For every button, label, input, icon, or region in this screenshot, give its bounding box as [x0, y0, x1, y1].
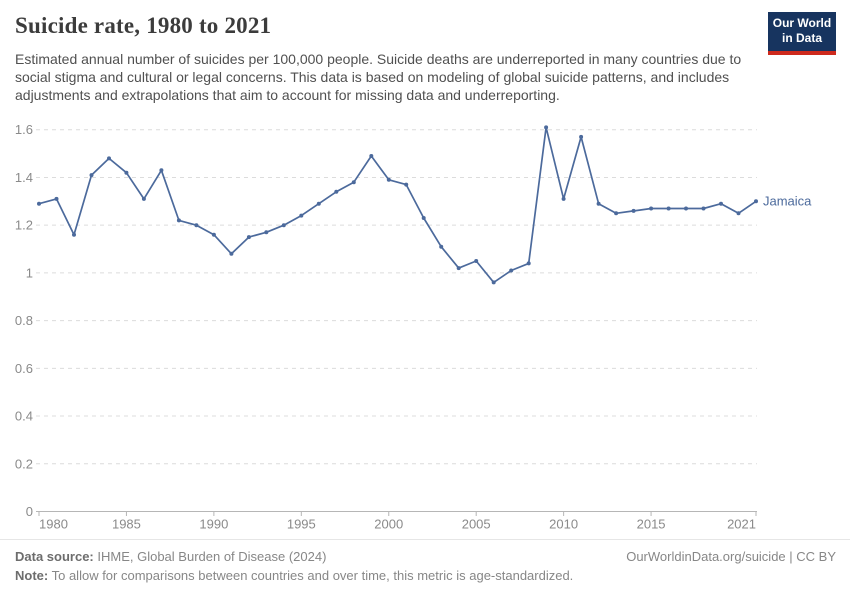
- data-point: [316, 201, 321, 206]
- y-tick-label: 1: [26, 265, 33, 280]
- x-tick-label: 2000: [374, 517, 403, 532]
- note-text: To allow for comparisons between countri…: [51, 568, 574, 583]
- data-point: [421, 216, 426, 220]
- data-point: [211, 232, 216, 237]
- data-point: [491, 280, 496, 285]
- note-line: Note: To allow for comparisons between c…: [15, 566, 836, 585]
- data-point: [351, 180, 356, 185]
- data-point: [281, 223, 286, 228]
- data-point: [666, 206, 671, 211]
- footer-divider: [0, 539, 850, 540]
- series-line: [38, 126, 757, 284]
- x-tick-label: 2010: [549, 517, 578, 532]
- data-point: [159, 168, 164, 173]
- data-point: [544, 125, 549, 130]
- line-chart: 0 0.2 0.4 0.6 0.8 1 1.2 1.4 1.6 1980 1985 1990 1995 2…: [15, 122, 812, 532]
- x-tick-label: 2005: [462, 517, 491, 532]
- y-gridlines: 0 0.2 0.4 0.6 0.8 1 1.2 1.4 1.6: [15, 122, 757, 519]
- data-point: [509, 268, 514, 273]
- data-point: [299, 213, 304, 218]
- data-point: [701, 206, 706, 211]
- data-point: [72, 232, 76, 237]
- y-tick-label: 0.6: [15, 361, 33, 376]
- owid-logo-line2: in Data: [781, 31, 822, 45]
- y-tick-label: 1.2: [15, 218, 33, 233]
- y-tick-label: 0.4: [15, 409, 33, 424]
- data-point: [369, 154, 374, 158]
- y-tick-label: 0.8: [15, 313, 33, 328]
- data-point: [176, 218, 181, 223]
- data-point: [596, 201, 601, 206]
- data-point: [107, 156, 111, 161]
- owid-logo: Our World in Data: [768, 12, 836, 55]
- data-point: [54, 196, 59, 201]
- data-point: [474, 259, 479, 263]
- x-tick-label: 1995: [287, 517, 316, 532]
- data-point: [194, 223, 199, 228]
- data-point: [404, 182, 409, 187]
- data-point: [37, 201, 41, 206]
- page-title: Suicide rate, 1980 to 2021: [15, 13, 272, 38]
- data-point: [229, 251, 234, 256]
- y-tick-label: 0.2: [15, 456, 33, 471]
- x-tick-label: 1980: [39, 517, 68, 532]
- data-point: [614, 211, 619, 216]
- data-point: [456, 266, 461, 271]
- data-source-line: Data source: IHME, Global Burden of Dise…: [15, 547, 836, 566]
- data-source-label: Data source:: [15, 549, 94, 564]
- data-point: [561, 196, 566, 201]
- chart-subtitle: Estimated annual number of suicides per …: [15, 51, 742, 103]
- series-jamaica: Jamaica: [37, 125, 812, 285]
- data-point: [754, 199, 758, 204]
- y-tick-label: 1.6: [15, 122, 33, 137]
- owid-logo-line1: Our World: [772, 16, 832, 30]
- x-axis: 1980 1985 1990 1995 2000 2005 2010 2015 2021: [38, 511, 757, 532]
- note-label: Note:: [15, 568, 49, 583]
- y-tick-label: 1.4: [15, 170, 33, 185]
- data-point: [649, 206, 654, 211]
- y-tick-label: 0: [26, 504, 33, 519]
- x-tick-label: 2015: [637, 517, 666, 532]
- data-source-text: IHME, Global Burden of Disease (2024): [97, 549, 327, 564]
- data-point: [334, 189, 339, 194]
- footer-citation-link[interactable]: OurWorldinData.org/suicide | CC BY: [626, 549, 836, 564]
- x-tick-label: 1985: [112, 517, 141, 532]
- x-tick-label: 1990: [199, 517, 228, 532]
- data-point: [631, 208, 636, 213]
- data-point: [246, 235, 251, 240]
- chart-footer: Data source: IHME, Global Burden of Dise…: [15, 547, 836, 585]
- data-point: [386, 177, 391, 182]
- data-point: [719, 201, 723, 206]
- data-point: [736, 211, 741, 216]
- data-point: [684, 206, 688, 211]
- data-point: [89, 173, 94, 178]
- entity-label-jamaica: Jamaica: [763, 193, 812, 208]
- data-point: [124, 170, 129, 175]
- data-point: [439, 244, 444, 249]
- data-point: [526, 261, 531, 266]
- x-tick-label: 2021: [727, 517, 756, 532]
- data-point: [264, 230, 269, 235]
- data-point: [141, 196, 146, 201]
- data-point: [579, 134, 584, 139]
